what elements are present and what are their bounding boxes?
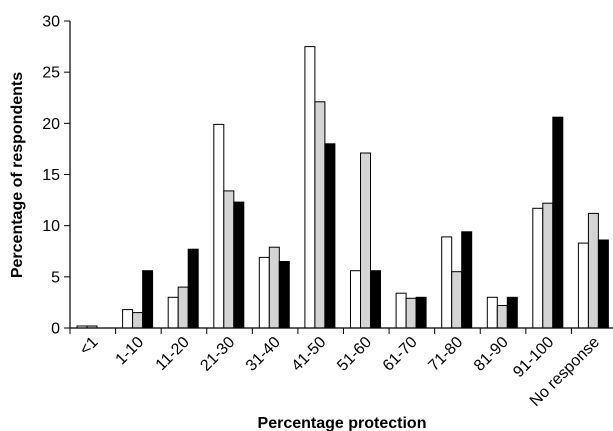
y-tick-label: 0 xyxy=(51,321,60,338)
bar-series1-5 xyxy=(304,46,316,329)
bar-series3-5 xyxy=(324,143,336,329)
y-tick-label: 15 xyxy=(42,167,60,184)
bar-series3-4 xyxy=(278,261,290,329)
bar-series2-11 xyxy=(587,212,599,329)
bar-series3-8 xyxy=(461,231,473,329)
x-tick-label: 71-80 xyxy=(425,334,466,375)
bar-series3-9 xyxy=(506,296,518,329)
bar-series2-4 xyxy=(268,246,280,329)
bar-series1-1 xyxy=(122,309,134,329)
bar-series2-7 xyxy=(405,297,417,329)
bar-series2-3 xyxy=(223,190,235,329)
bar-series3-10 xyxy=(552,116,564,329)
bar-series2-8 xyxy=(451,271,463,329)
bar-series2-10 xyxy=(542,202,554,329)
y-tick-label: 10 xyxy=(42,218,60,235)
bar-series3-7 xyxy=(415,296,427,329)
x-tick-label: 1-10 xyxy=(113,334,148,369)
x-tick-label: <1 xyxy=(77,334,102,359)
bar-series3-3 xyxy=(233,201,245,329)
x-axis-title: Percentage protection xyxy=(258,415,427,431)
x-tick-label: 21-30 xyxy=(197,334,238,375)
x-tick-label: 41-50 xyxy=(289,334,330,375)
y-axis-title: Percentage of respondents xyxy=(9,72,26,278)
y-tick-label: 25 xyxy=(42,65,60,82)
bar-series1-4 xyxy=(258,256,270,329)
bars-layer xyxy=(76,46,609,329)
y-tick-label: 30 xyxy=(42,14,60,31)
bar-series1-9 xyxy=(486,296,498,329)
bar-series2-1 xyxy=(132,312,144,329)
bar-series2-9 xyxy=(496,305,508,329)
bar-series1-8 xyxy=(441,236,453,329)
y-tick-label: 5 xyxy=(51,269,60,286)
bar-series1-7 xyxy=(395,292,407,329)
y-tick-label: 20 xyxy=(42,116,60,133)
bar-series3-11 xyxy=(597,239,609,329)
bar-series1-2 xyxy=(167,296,179,329)
bar-series1-10 xyxy=(532,207,544,329)
bar-series3-1 xyxy=(142,270,154,329)
bar-series1-3 xyxy=(213,123,225,329)
bar-series3-2 xyxy=(187,248,199,329)
bar-series2-6 xyxy=(360,152,371,329)
bar-series2-5 xyxy=(314,101,326,329)
x-tick-label: 61-70 xyxy=(380,334,421,375)
bar-series1-11 xyxy=(577,242,589,329)
x-tick-label: 11-20 xyxy=(153,334,193,374)
bar-series2-2 xyxy=(177,286,189,329)
bar-series1-6 xyxy=(350,270,361,329)
x-tick-label: 31-40 xyxy=(243,334,284,375)
bar-series3-6 xyxy=(370,270,381,329)
x-tick-label: 81-90 xyxy=(471,334,512,375)
x-tick-label: 51-60 xyxy=(334,334,375,375)
